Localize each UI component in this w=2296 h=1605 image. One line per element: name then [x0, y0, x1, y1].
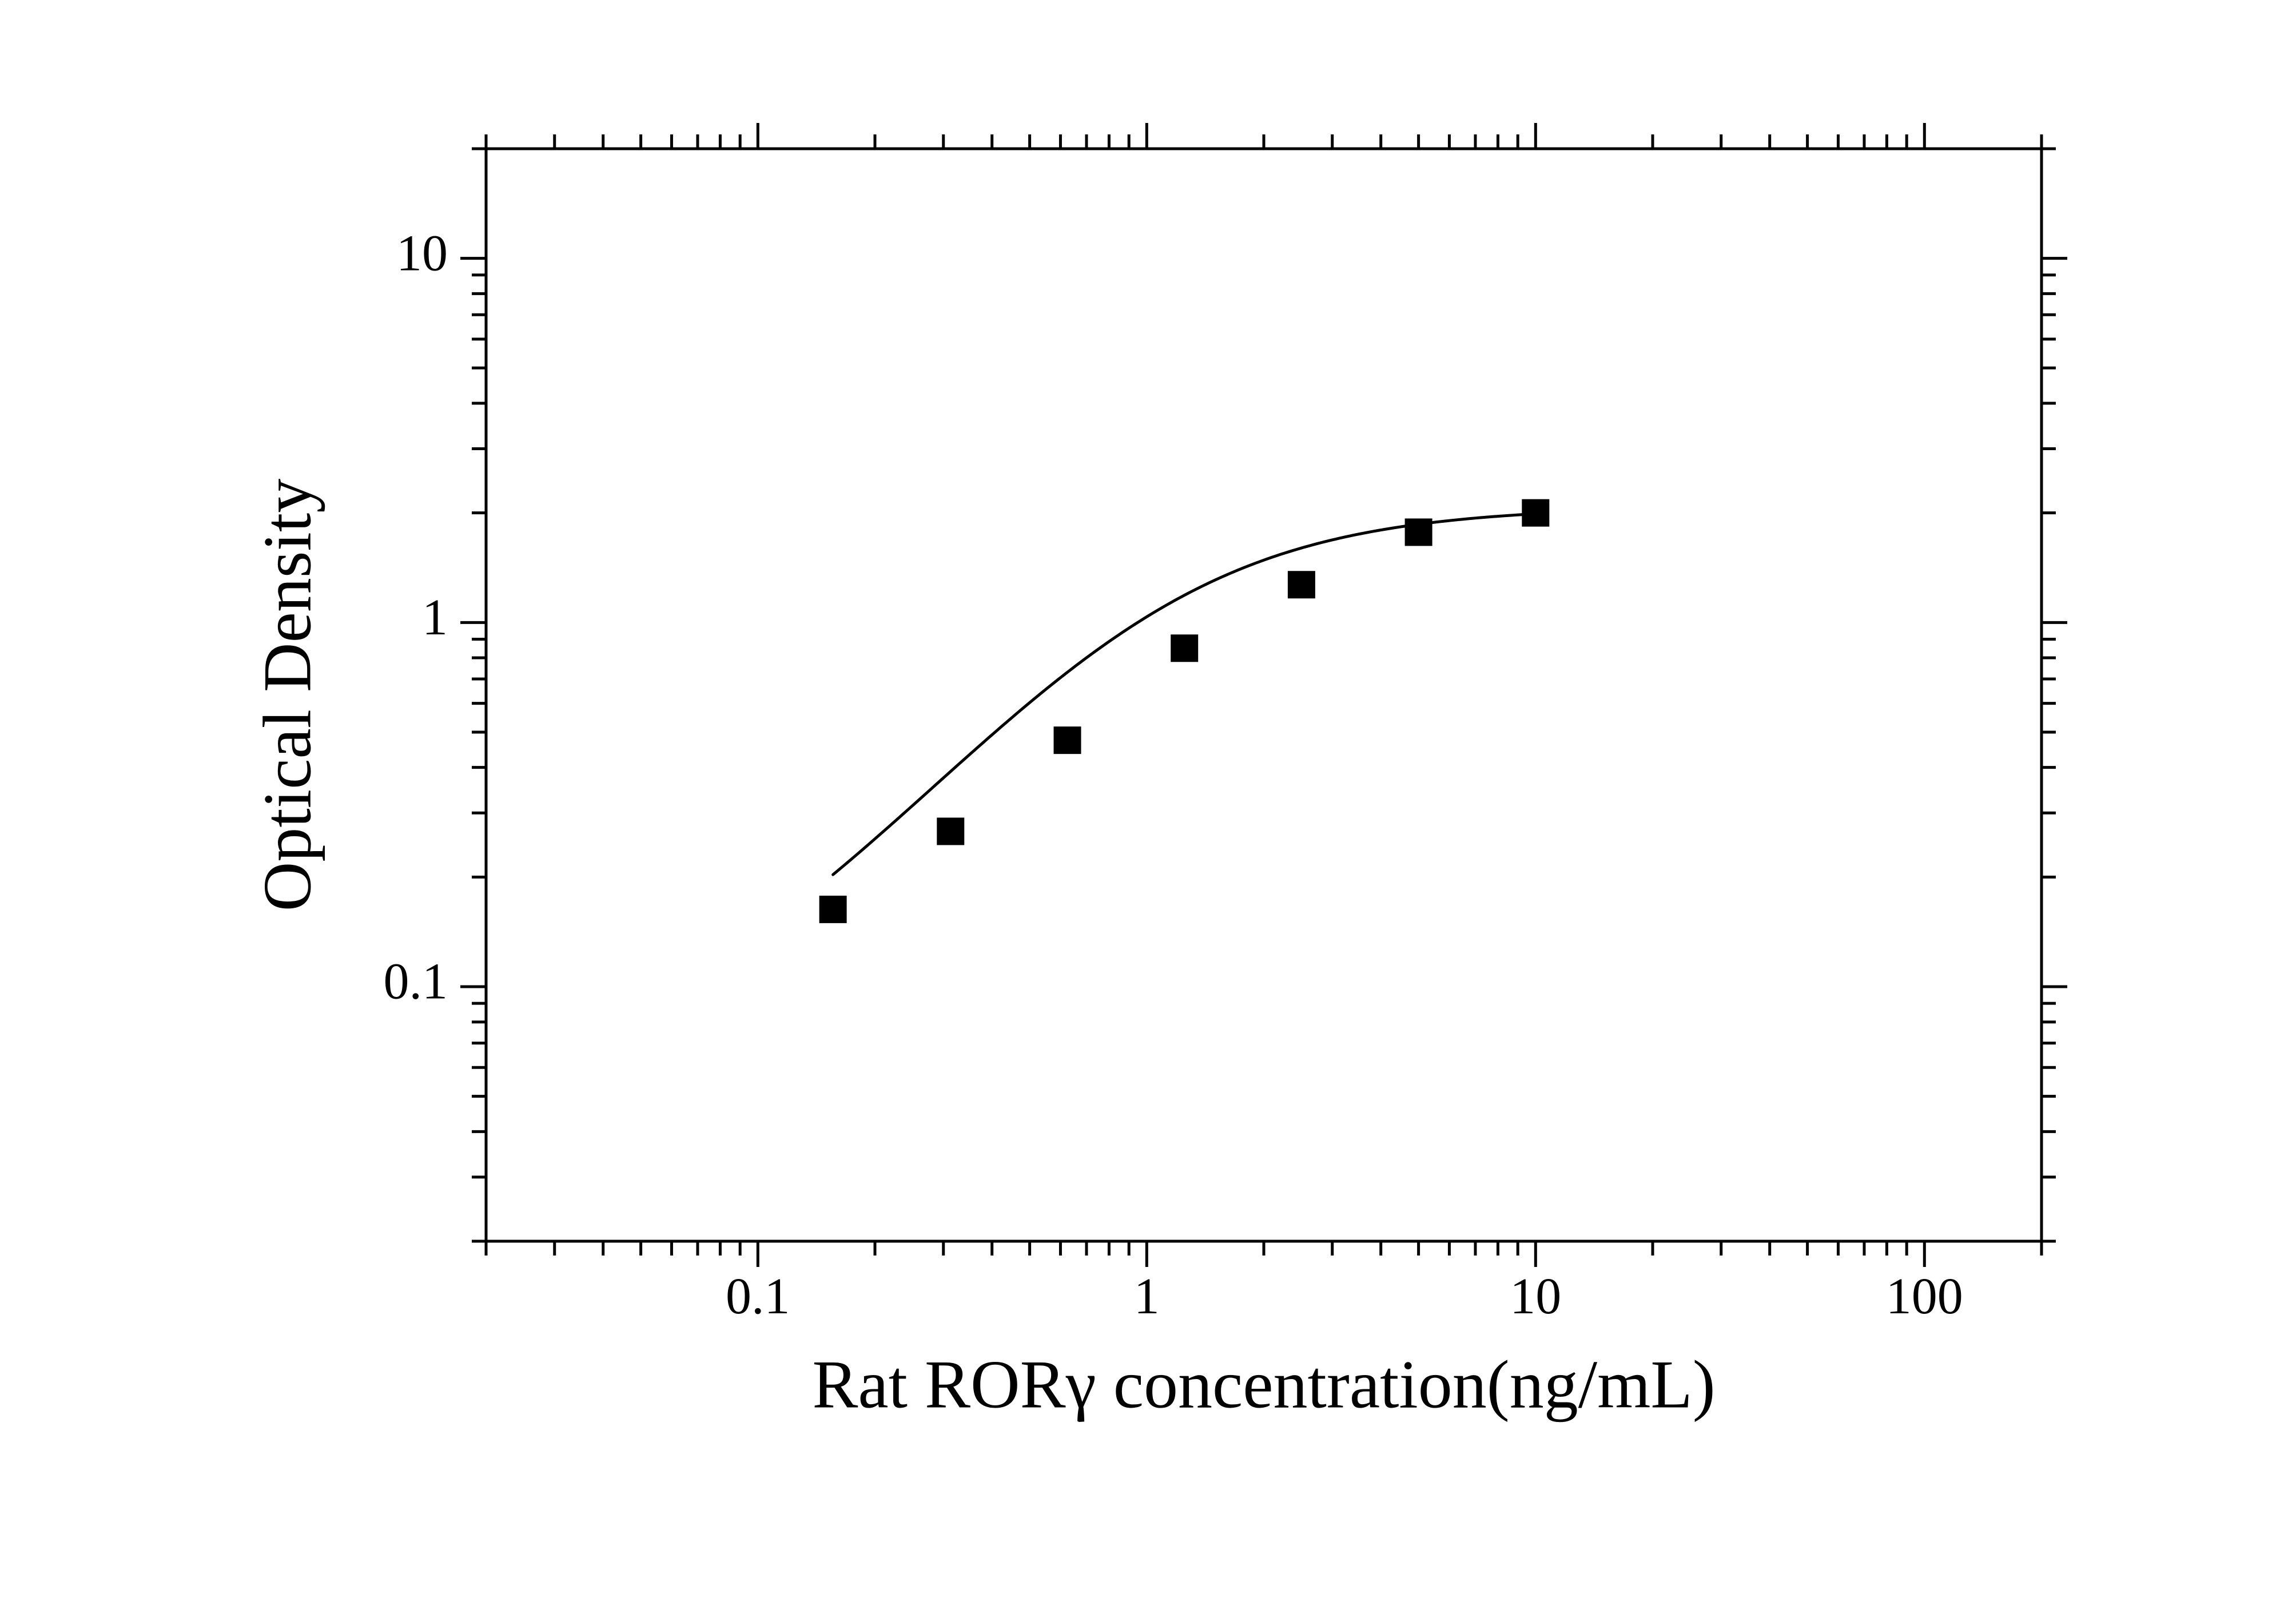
data-point-marker	[1522, 499, 1549, 527]
y-tick-label: 10	[396, 225, 448, 281]
y-tick-label: 1	[422, 589, 448, 646]
chart-container: 0.1 1 10 100 0.1 1 10 Rat RORγ concentration(ng…	[0, 0, 2296, 1605]
x-axis-label: Rat RORγ concentration(ng/mL)	[812, 1346, 1715, 1423]
data-point-marker	[1288, 571, 1315, 598]
chart-svg: 0.1 1 10 100 0.1 1 10 Rat RORγ concentration(ng…	[0, 0, 2296, 1605]
x-tick-label: 1	[1134, 1268, 1160, 1325]
x-tick-label: 100	[1886, 1268, 1963, 1325]
x-tick-label: 0.1	[726, 1268, 790, 1325]
data-point-marker	[937, 817, 964, 845]
data-point-marker	[1405, 518, 1432, 546]
x-tick-label: 10	[1510, 1268, 1561, 1325]
y-axis-label: Optical Density	[249, 479, 325, 912]
data-point-marker	[1171, 634, 1198, 662]
y-tick-label: 0.1	[384, 954, 448, 1010]
data-point-marker	[819, 896, 847, 923]
data-point-marker	[1053, 726, 1081, 754]
